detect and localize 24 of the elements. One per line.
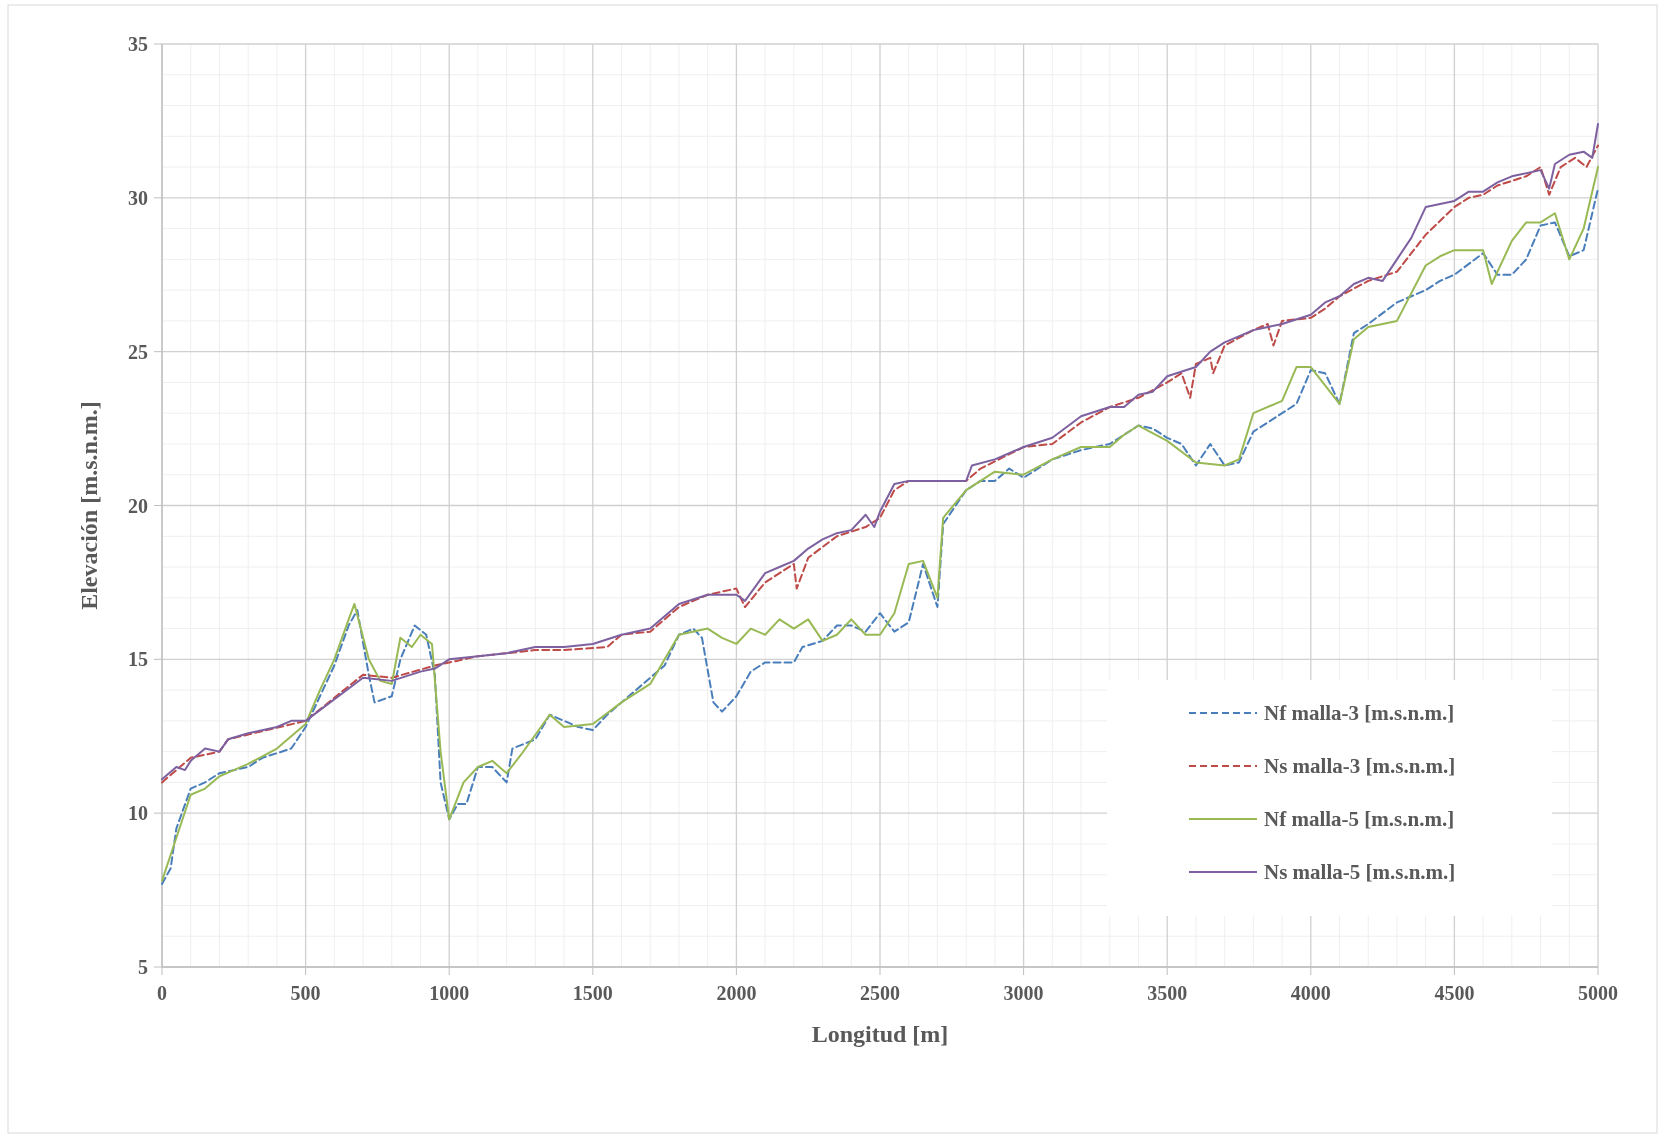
legend-label: Ns malla-3 [m.s.n.m.]: [1264, 754, 1456, 778]
x-tick-label: 4500: [1434, 982, 1475, 1004]
x-tick-label: 5000: [1578, 982, 1618, 1004]
legend-label: Nf malla-5 [m.s.n.m.]: [1264, 807, 1455, 831]
x-axis-title: Longitud [m]: [811, 1021, 949, 1047]
y-tick-label: 35: [128, 33, 148, 55]
y-tick-label: 25: [128, 340, 148, 363]
y-tick-label: 15: [128, 648, 148, 671]
x-tick-label: 2500: [860, 982, 900, 1004]
x-tick-label: 4000: [1290, 982, 1331, 1004]
legend-label: Nf malla-3 [m.s.n.m.]: [1264, 701, 1455, 725]
x-tick-label: 3500: [1147, 982, 1188, 1004]
y-tick-label: 5: [138, 956, 148, 978]
x-tick-label: 0: [157, 982, 167, 1004]
x-tick-label: 1000: [429, 982, 470, 1004]
x-tick-label: 1500: [572, 982, 613, 1004]
legend-label: Ns malla-5 [m.s.n.m.]: [1264, 860, 1456, 884]
y-tick-label: 10: [128, 802, 148, 825]
y-tick-label: 30: [128, 186, 148, 209]
x-tick-label: 500: [290, 982, 321, 1004]
x-tick-label: 2000: [716, 982, 757, 1004]
y-tick-label: 20: [128, 494, 148, 517]
y-axis-title: Elevación [m.s.n.m.]: [76, 401, 102, 610]
x-tick-label: 3000: [1003, 982, 1044, 1004]
